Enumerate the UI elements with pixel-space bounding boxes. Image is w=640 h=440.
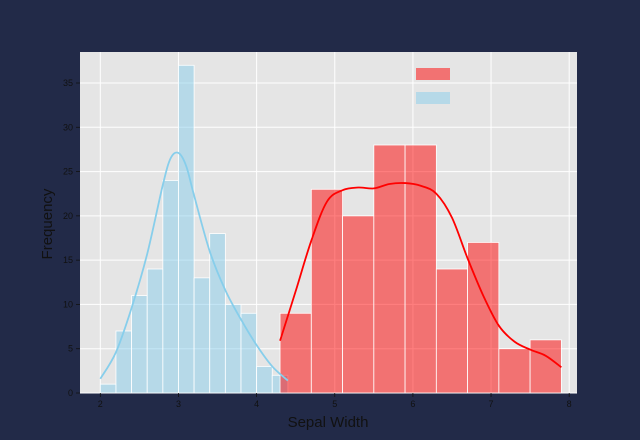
x-tick-label: 2 [98,399,103,409]
y-tick-label: 30 [63,122,73,132]
legend [416,68,450,104]
bar [529,339,562,394]
x-tick-label: 5 [332,399,337,409]
bar [256,366,273,394]
y-tick-label: 10 [63,299,73,309]
kde-line [279,182,562,369]
y-axis-ticks: 0 5 10 15 20 25 30 35 [63,78,80,398]
bar [342,215,375,394]
x-tick-label: 6 [410,399,415,409]
bar [310,188,343,394]
bar [162,180,179,394]
y-axis-label: Frequency [39,188,56,259]
y-tick-label: 35 [63,78,73,88]
y-tick-label: 20 [63,211,73,221]
kde-curves [99,151,562,382]
bar [240,312,258,394]
kde-line [99,151,289,382]
x-tick-label: 3 [176,399,181,409]
histogram-bars [99,64,562,394]
bar [435,268,468,394]
y-tick-label: 0 [68,388,73,398]
bar [498,348,531,394]
y-tick-label: 5 [68,344,73,354]
x-axis-ticks: 2 3 4 5 6 7 8 [98,393,572,409]
bar [224,304,242,394]
bar [146,268,164,394]
bar [178,64,195,394]
legend-swatch-blue [416,92,450,104]
x-tick-label: 7 [489,399,494,409]
x-tick-label: 4 [254,399,259,409]
bar [115,330,132,394]
y-tick-label: 15 [63,255,73,265]
bar [131,295,148,394]
x-tick-label: 8 [567,399,572,409]
x-axis-label: Sepal Width [288,414,369,431]
bar [193,277,211,394]
bar [99,383,117,394]
bar [404,144,437,394]
y-tick-label: 25 [63,167,73,177]
legend-swatch-red [416,68,450,80]
